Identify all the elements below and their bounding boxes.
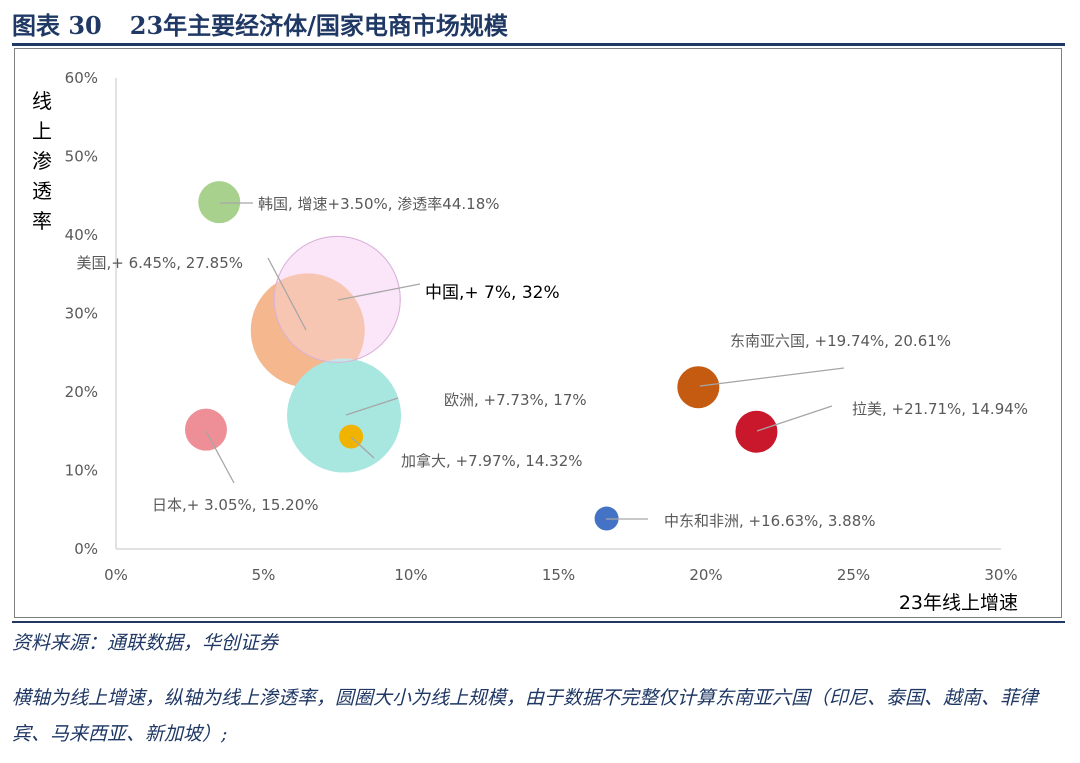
- y-axis-label-char: 透: [32, 179, 52, 203]
- data-label: 加拿大, +7.97%, 14.32%: [401, 452, 583, 470]
- data-label: 日本,+ 3.05%, 15.20%: [152, 496, 319, 514]
- x-axis-label: 23年线上增速: [899, 592, 1018, 614]
- chart-footnote: 横轴为线上增速，纵轴为线上渗透率，圆圈大小为线上规模，由于数据不完整仅计算东南亚…: [12, 687, 1039, 745]
- title-rule: [12, 43, 1065, 46]
- x-tick-label: 20%: [689, 566, 722, 584]
- x-tick-label: 5%: [252, 566, 276, 584]
- bubble-point: [735, 410, 778, 453]
- data-label: 美国,+ 6.45%, 27.85%: [77, 254, 244, 272]
- data-label: 中东和非洲, +16.63%, 3.88%: [664, 512, 876, 530]
- bubble-overlay: [273, 235, 401, 363]
- y-tick-label: 10%: [65, 462, 98, 480]
- x-tick-label: 30%: [984, 566, 1017, 584]
- source-note: 资料来源：通联数据，华创证券: [12, 632, 279, 654]
- x-tick-label: 25%: [837, 566, 870, 584]
- leader-line: [337, 283, 421, 301]
- chart-frame: [14, 48, 1062, 618]
- data-label: 中国,+ 7%, 32%: [425, 283, 560, 303]
- figure-title-text: 23年主要经济体/国家电商市场规模: [129, 11, 508, 40]
- x-tick-label: 15%: [542, 566, 575, 584]
- bubble-point: [677, 366, 720, 409]
- x-tick-label: 10%: [394, 566, 427, 584]
- data-label: 韩国, 增速+3.50%, 渗透率44.18%: [258, 195, 500, 213]
- leader-line: [267, 257, 307, 331]
- y-axis-label-char: 线: [32, 89, 52, 113]
- data-label: 欧洲, +7.73%, 17%: [444, 391, 587, 409]
- leader-line: [756, 405, 833, 432]
- leader-line: [350, 436, 375, 459]
- y-tick-label: 0%: [74, 540, 98, 558]
- y-tick-label: 40%: [65, 226, 98, 244]
- figure-number: 图表 30: [12, 11, 102, 40]
- leader-line: [699, 367, 845, 387]
- y-tick-label: 50%: [65, 148, 98, 166]
- leader-line: [345, 397, 399, 416]
- y-axis-label-char: 上: [32, 119, 52, 143]
- data-label: 拉美, +21.71%, 14.94%: [852, 400, 1028, 418]
- bubble-point: [198, 181, 241, 224]
- leader-line: [205, 430, 235, 484]
- y-tick-label: 20%: [65, 383, 98, 401]
- y-tick-label: 60%: [65, 69, 98, 87]
- x-tick-label: 0%: [104, 566, 128, 584]
- bottom-rule: [12, 621, 1065, 623]
- y-tick-label: 30%: [65, 305, 98, 323]
- bubble-point: [184, 408, 227, 451]
- y-axis-label-char: 率: [32, 209, 52, 233]
- y-axis-label-char: 渗: [32, 149, 52, 173]
- data-label: 东南亚六国, +19.74%, 20.61%: [730, 332, 951, 350]
- bubble-point: [287, 358, 402, 473]
- figure-title: 图表 30 23年主要经济体/国家电商市场规模: [12, 8, 1062, 44]
- bubble-point: [250, 273, 365, 388]
